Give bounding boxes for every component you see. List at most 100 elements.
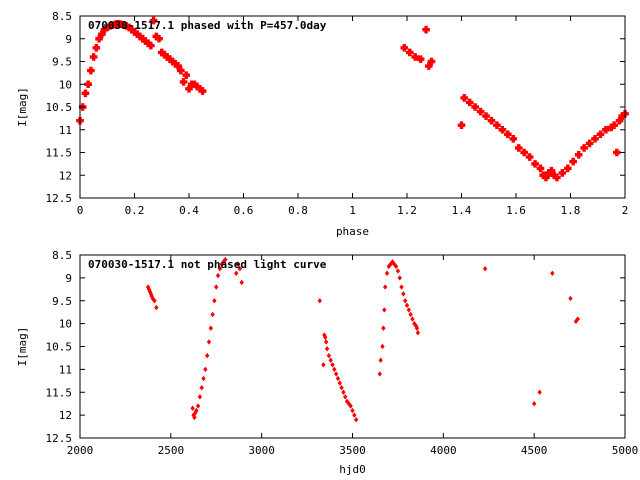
phased-y-axis-ticks: 8.5 9 9.5 10 10.5 11 11.5 12 12.5: [46, 10, 625, 205]
phased-data-point: [569, 157, 578, 166]
phased-x-tick-label: 1.6: [506, 204, 526, 217]
phased-data-point: [509, 135, 518, 143]
unphased-data-point: [408, 311, 413, 318]
unphased-data-point: [402, 297, 408, 304]
unphased-y-tick-label: 12: [59, 409, 72, 422]
phased-data-point: [525, 153, 534, 161]
unphased-data-point: [399, 284, 404, 290]
unphased-data-point: [323, 334, 328, 341]
unphased-data-point: [212, 297, 217, 304]
phased-data-point: [471, 103, 479, 111]
unphased-data-point: [321, 361, 326, 368]
unphased-data-point: [152, 297, 157, 304]
phased-data-point: [514, 144, 523, 152]
phased-data-point: [520, 148, 528, 157]
unphased-data-point: [208, 325, 214, 332]
unphased-data-point: [397, 275, 402, 281]
phased-data-point: [487, 116, 496, 125]
phased-data-points: [76, 16, 629, 182]
phased-data-point: [84, 80, 92, 89]
unphased-data-point: [317, 297, 323, 304]
unphased-data-point: [410, 316, 415, 322]
unphased-data-point: [333, 371, 339, 377]
phased-y-tick-label: 9: [65, 33, 72, 46]
unphased-data-point: [192, 414, 197, 421]
unphased-data-point: [335, 375, 341, 382]
unphased-y-tick-label: 9: [65, 272, 72, 285]
unphased-data-point: [414, 325, 420, 332]
phased-data-point: [400, 44, 409, 52]
phased-data-point: [416, 55, 425, 64]
unphased-data-point: [384, 270, 390, 277]
unphased-light-curve-panel: 2000 2500 3000 3500 4000 4500 5000 8.5 9 9.5 10 10…: [16, 249, 638, 476]
unphased-data-point: [353, 416, 359, 423]
unphased-data-point: [332, 366, 337, 373]
phased-data-point: [580, 144, 588, 152]
unphased-data-point: [382, 307, 387, 313]
phased-x-axis-ticks: 0 0.2 0.4 0.6 0.8 1 1.2 1.4 1.6 1.8 2: [77, 16, 629, 217]
unphased-data-point: [568, 295, 573, 302]
unphased-data-point: [233, 270, 239, 277]
unphased-data-point: [239, 279, 244, 286]
unphased-data-point: [195, 403, 201, 409]
unphased-data-point: [324, 345, 330, 352]
unphased-x-axis-label: hjd0: [339, 463, 366, 476]
phased-data-point: [563, 164, 572, 173]
phased-y-tick-label: 10: [59, 78, 72, 91]
phased-x-tick-label: 0.4: [179, 204, 199, 217]
phased-data-point: [422, 25, 430, 34]
phased-data-point: [465, 98, 474, 107]
phased-x-tick-label: 2: [622, 204, 629, 217]
phased-data-point: [553, 173, 561, 182]
phased-x-tick-label: 1.8: [561, 204, 581, 217]
unphased-x-tick-label: 4000: [430, 444, 457, 457]
phased-data-point: [198, 87, 207, 95]
unphased-data-point: [341, 389, 346, 396]
unphased-data-point: [237, 265, 243, 272]
unphased-data-point: [381, 325, 386, 332]
phased-data-point: [585, 139, 594, 148]
unphased-x-tick-label: 2000: [67, 444, 94, 457]
unphased-y-tick-label: 9.5: [52, 295, 72, 308]
phased-data-point: [147, 41, 155, 50]
unphased-data-point: [217, 265, 223, 272]
unphased-data-point: [395, 268, 401, 274]
unphased-data-point: [393, 263, 399, 270]
phased-data-point: [177, 66, 185, 75]
phased-data-point: [558, 169, 567, 177]
unphased-data-point: [550, 270, 555, 277]
unphased-data-point: [204, 352, 210, 359]
unphased-data-point: [194, 407, 199, 414]
unphased-y-tick-label: 11.5: [46, 386, 73, 399]
unphased-data-point: [214, 284, 219, 290]
unphased-data-point: [215, 272, 221, 279]
unphased-data-point: [575, 316, 581, 322]
unphased-data-point: [531, 400, 537, 407]
unphased-data-point: [337, 380, 343, 386]
phased-data-point: [92, 44, 101, 52]
phased-y-tick-label: 12: [59, 169, 72, 182]
phased-x-tick-label: 1: [349, 204, 356, 217]
unphased-x-tick-label: 4500: [521, 444, 548, 457]
unphased-data-point: [201, 375, 206, 382]
phased-x-tick-label: 0.8: [288, 204, 308, 217]
unphased-data-point: [339, 384, 344, 391]
phased-x-tick-label: 0.6: [234, 204, 254, 217]
phased-data-point: [482, 112, 490, 120]
unphased-data-point: [404, 302, 410, 309]
unphased-data-point: [348, 403, 353, 409]
unphased-data-point: [223, 256, 228, 263]
phased-data-point: [498, 125, 507, 134]
unphased-data-point: [323, 339, 329, 345]
phased-data-point: [89, 53, 98, 61]
unphased-x-tick-label: 2500: [158, 444, 185, 457]
phased-data-point: [411, 53, 419, 61]
unphased-data-point: [190, 405, 195, 412]
phased-y-axis-label: I[mag]: [16, 87, 29, 127]
phased-data-point: [574, 150, 583, 159]
phased-chart-title: 070030-1517.1 phased with P=457.0day: [88, 19, 327, 32]
unphased-x-tick-label: 3000: [248, 444, 275, 457]
unphased-data-point: [197, 394, 203, 400]
unphased-data-point: [342, 394, 348, 400]
